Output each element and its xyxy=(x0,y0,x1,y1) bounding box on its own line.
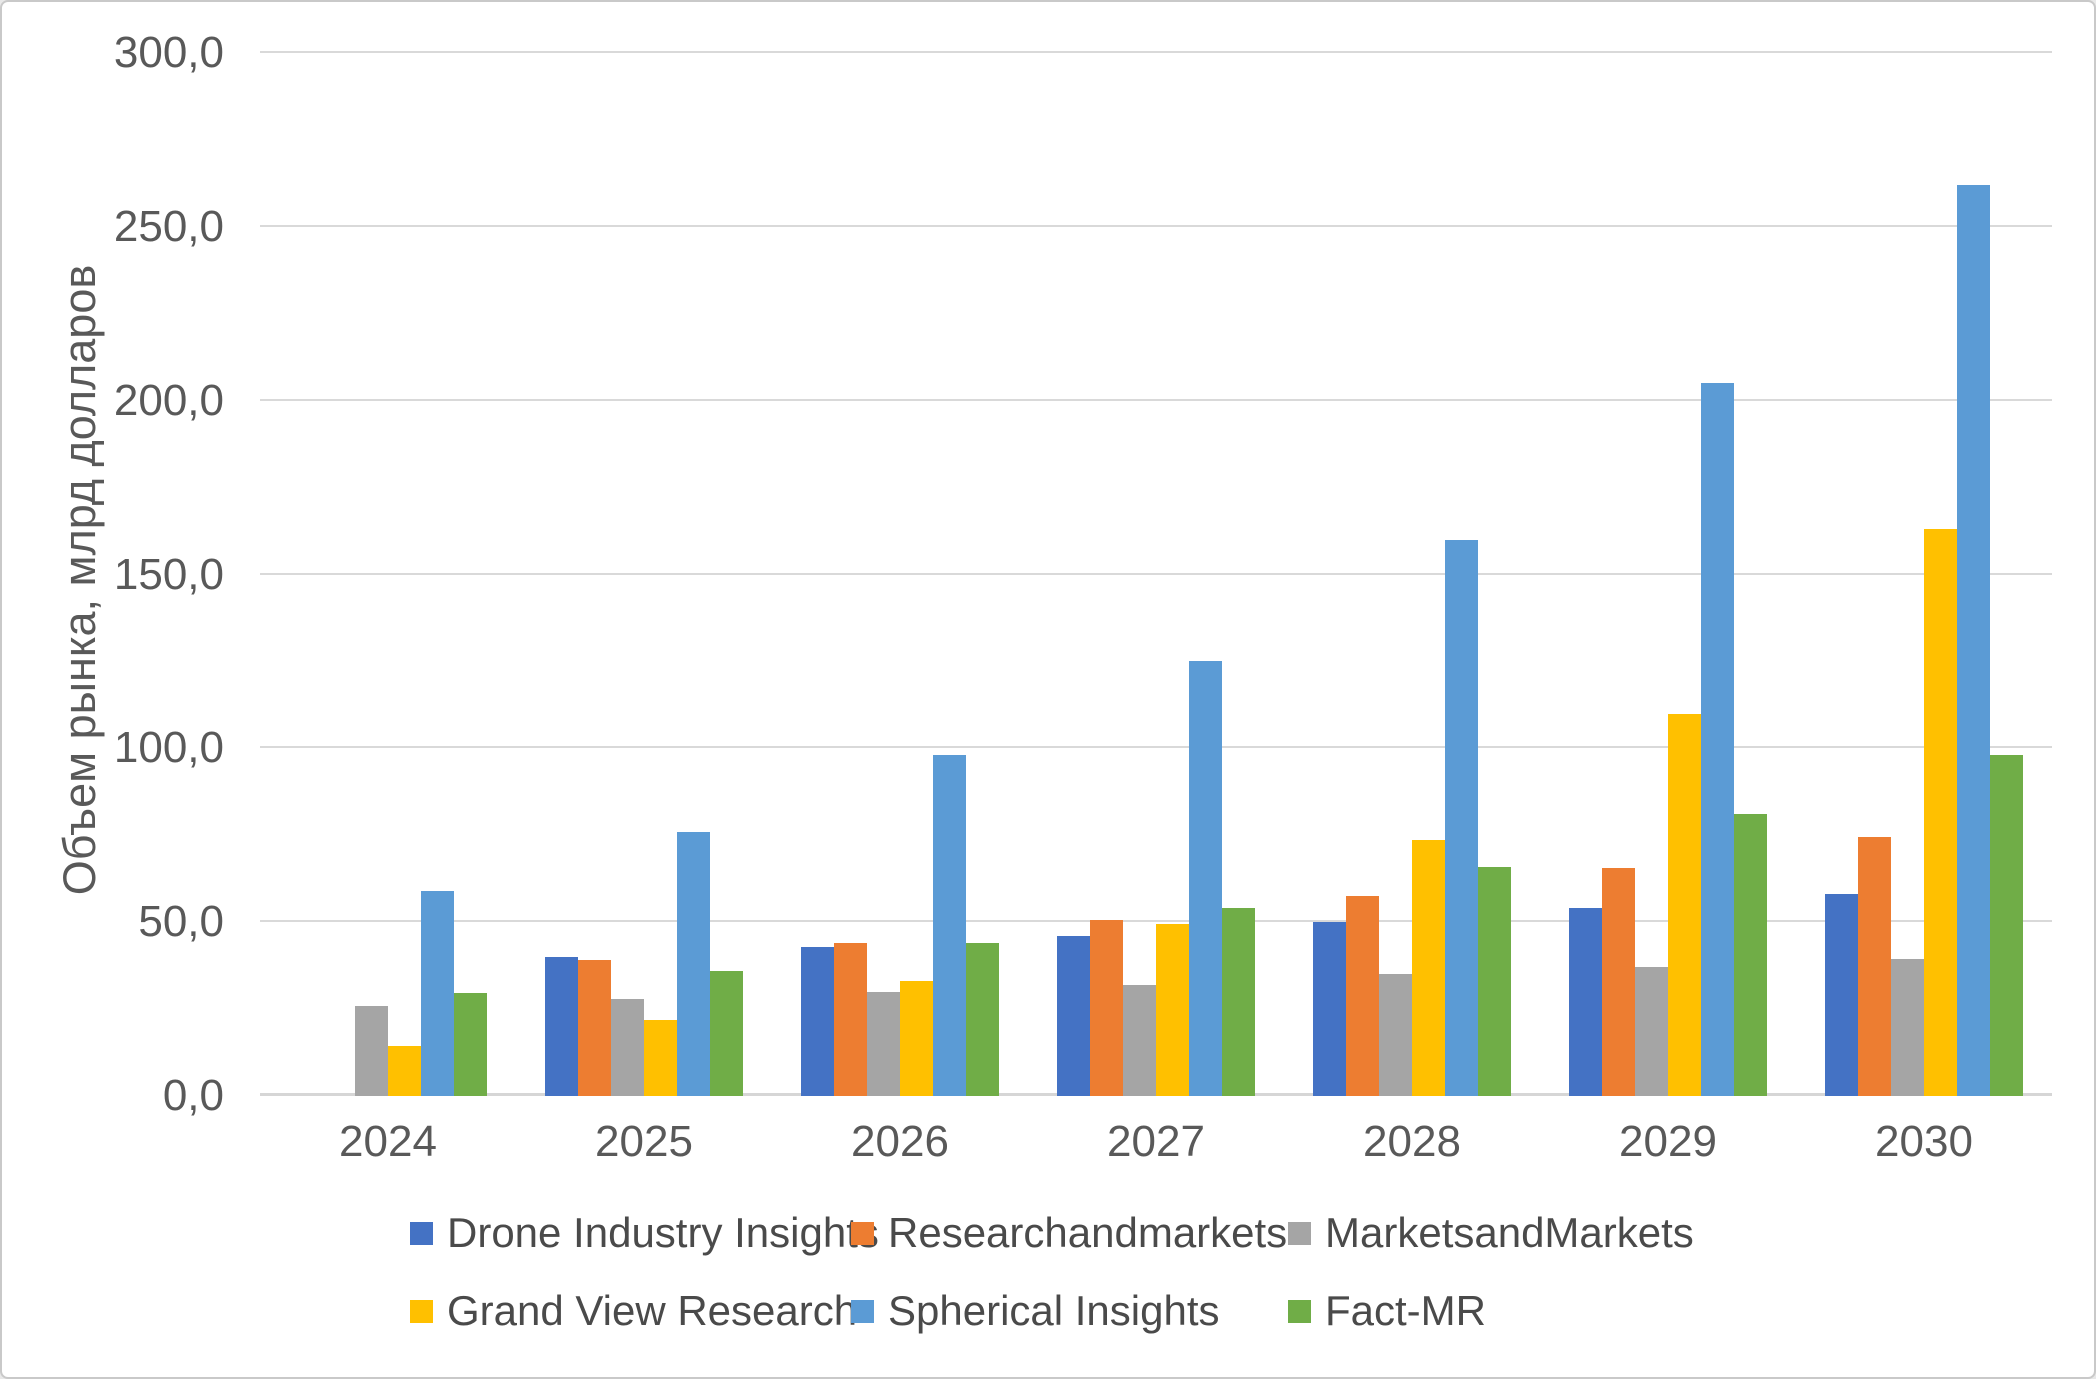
y-tick-label-100: 100,0 xyxy=(113,723,224,773)
bar-researchandmarkets-2026 xyxy=(834,943,867,1096)
bar-grand-view-research-2028 xyxy=(1412,840,1445,1096)
legend-item-marketsandmarkets: MarketsandMarkets xyxy=(1288,1207,1730,1259)
bar-spherical-insights-2027 xyxy=(1189,661,1222,1096)
bar-marketsandmarkets-2029 xyxy=(1635,967,1668,1096)
bar-marketsandmarkets-2028 xyxy=(1379,974,1412,1096)
legend-item-researchandmarkets: Researchandmarkets xyxy=(851,1207,1288,1259)
plot-area xyxy=(260,51,2052,1096)
bar-marketsandmarkets-2026 xyxy=(867,991,900,1096)
bar-researchandmarkets-2029 xyxy=(1602,868,1635,1096)
x-tick-label-2027: 2027 xyxy=(1107,1117,1205,1166)
bar-drone-industry-insights-2028 xyxy=(1313,922,1346,1096)
bar-fact-mr-2025 xyxy=(710,970,743,1096)
legend-item-drone-industry-insights: Drone Industry Insights xyxy=(410,1207,879,1259)
legend-label: Drone Industry Insights xyxy=(447,1209,879,1256)
bar-spherical-insights-2028 xyxy=(1445,539,1478,1096)
legend: Drone Industry Insights Researchandmarket… xyxy=(410,1207,1730,1337)
bar-fact-mr-2030 xyxy=(1990,755,2023,1096)
legend-item-spherical-insights: Spherical Insights xyxy=(851,1285,1288,1337)
legend-label: MarketsandMarkets xyxy=(1325,1209,1694,1256)
legend-swatch-icon xyxy=(1288,1299,1311,1323)
bar-grand-view-research-2026 xyxy=(900,981,933,1096)
bar-fact-mr-2029 xyxy=(1734,814,1767,1096)
y-tick-label-200: 200,0 xyxy=(113,375,224,425)
bar-marketsandmarkets-2030 xyxy=(1891,958,1924,1096)
bar-spherical-insights-2024 xyxy=(421,890,454,1096)
y-tick-label-0: 0,0 xyxy=(162,1071,224,1120)
legend-label: Grand View Research xyxy=(447,1287,858,1334)
x-tick-label-2028: 2028 xyxy=(1363,1117,1461,1166)
bar-fact-mr-2024 xyxy=(454,993,487,1096)
legend-label: Researchandmarkets xyxy=(888,1209,1288,1256)
y-tick-label-150: 150,0 xyxy=(113,549,224,599)
gridline-100 xyxy=(260,746,2052,749)
gridline-150 xyxy=(260,572,2052,575)
bar-fact-mr-2026 xyxy=(966,943,999,1096)
bar-grand-view-research-2024 xyxy=(388,1045,421,1096)
bar-fact-mr-2027 xyxy=(1222,908,1255,1096)
legend-swatch-icon xyxy=(851,1299,874,1323)
legend-swatch-icon xyxy=(410,1299,433,1323)
y-tick-label-50: 50,0 xyxy=(138,897,224,947)
legend-swatch-icon xyxy=(851,1221,874,1245)
bar-researchandmarkets-2030 xyxy=(1858,837,1891,1096)
bar-marketsandmarkets-2024 xyxy=(355,1005,388,1096)
x-tick-label-2025: 2025 xyxy=(595,1117,693,1166)
bar-researchandmarkets-2027 xyxy=(1090,920,1123,1096)
x-tick-label-2026: 2026 xyxy=(851,1117,949,1166)
bar-grand-view-research-2029 xyxy=(1668,713,1701,1096)
gridline-200 xyxy=(260,398,2052,401)
x-tick-label-2030: 2030 xyxy=(1875,1117,1973,1166)
bar-researchandmarkets-2025 xyxy=(578,960,611,1096)
bar-spherical-insights-2026 xyxy=(933,755,966,1096)
bar-spherical-insights-2029 xyxy=(1701,383,1734,1096)
bar-marketsandmarkets-2027 xyxy=(1123,984,1156,1096)
gridline-300 xyxy=(260,51,2052,53)
bar-grand-view-research-2030 xyxy=(1924,529,1957,1096)
gridline-50 xyxy=(260,920,2052,923)
legend-swatch-icon xyxy=(1288,1221,1311,1245)
bar-researchandmarkets-2028 xyxy=(1346,896,1379,1096)
bar-drone-industry-insights-2025 xyxy=(545,956,578,1096)
bar-drone-industry-insights-2029 xyxy=(1569,908,1602,1096)
bar-grand-view-research-2027 xyxy=(1156,923,1189,1096)
bar-drone-industry-insights-2027 xyxy=(1057,936,1090,1096)
legend-label: Fact-MR xyxy=(1325,1287,1486,1334)
bar-spherical-insights-2025 xyxy=(677,831,710,1096)
legend-label: Spherical Insights xyxy=(888,1287,1220,1334)
legend-item-fact-mr: Fact-MR xyxy=(1288,1285,1730,1337)
bar-drone-industry-insights-2026 xyxy=(801,946,834,1096)
bar-spherical-insights-2030 xyxy=(1957,185,1990,1096)
bar-grand-view-research-2025 xyxy=(644,1019,677,1096)
legend-item-grand-view-research: Grand View Research xyxy=(410,1285,857,1337)
y-tick-label-300: 300,0 xyxy=(113,28,224,77)
bar-drone-industry-insights-2030 xyxy=(1825,894,1858,1096)
bar-fact-mr-2028 xyxy=(1478,866,1511,1096)
gridline-250 xyxy=(260,224,2052,227)
x-tick-label-2024: 2024 xyxy=(339,1117,437,1166)
legend-swatch-icon xyxy=(410,1221,433,1245)
x-tick-label-2029: 2029 xyxy=(1619,1117,1717,1166)
bar-marketsandmarkets-2025 xyxy=(611,998,644,1096)
y-tick-label-250: 250,0 xyxy=(113,201,224,251)
